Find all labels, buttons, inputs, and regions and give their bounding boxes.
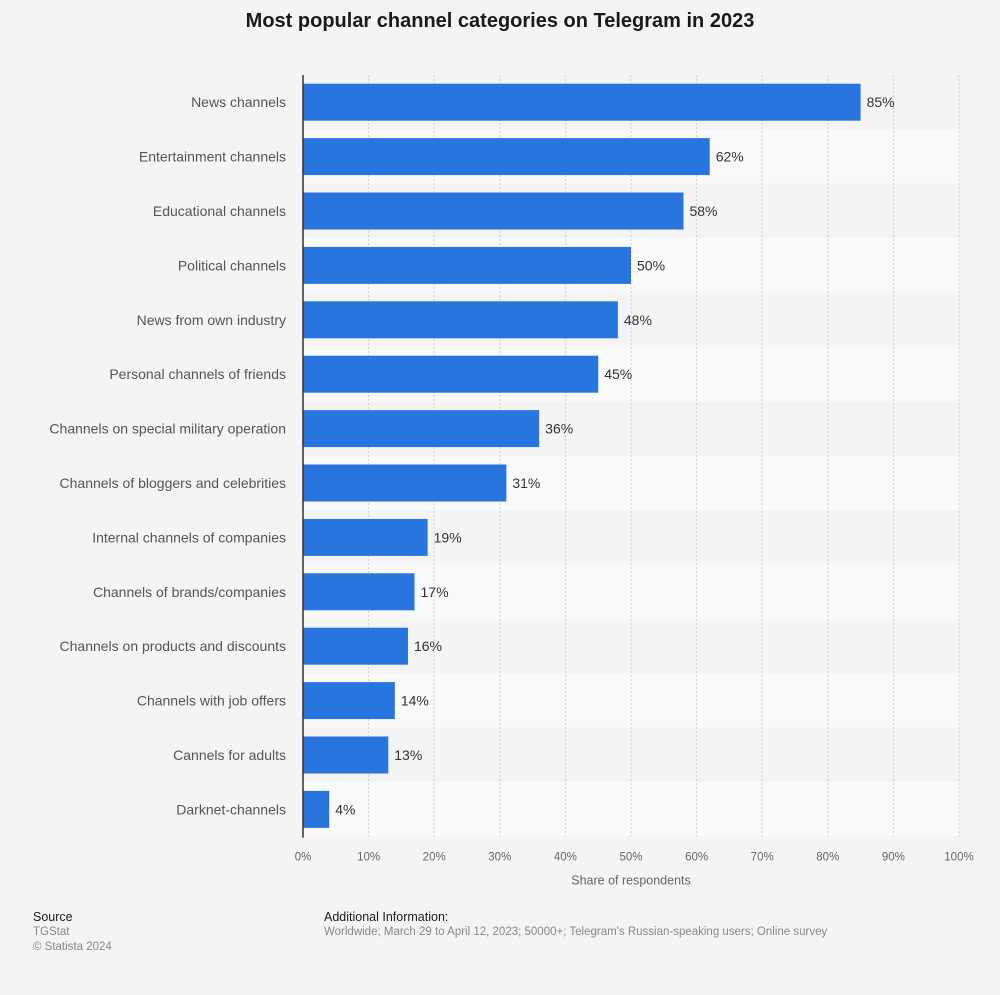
x-tick-label: 10% bbox=[357, 852, 380, 864]
category-label: Political channels bbox=[178, 257, 286, 273]
category-label: Channels with job offers bbox=[137, 693, 286, 709]
bar[interactable] bbox=[303, 736, 389, 774]
data-label: 13% bbox=[394, 747, 422, 763]
data-label: 36% bbox=[545, 421, 573, 437]
bar[interactable] bbox=[303, 83, 861, 121]
source-heading: Source bbox=[33, 910, 73, 924]
additional-info-text: Worldwide; March 29 to April 12, 2023; 5… bbox=[324, 926, 828, 938]
bar[interactable] bbox=[303, 138, 710, 176]
bar[interactable] bbox=[303, 790, 330, 828]
data-label: 85% bbox=[867, 94, 895, 110]
category-label: Darknet-channels bbox=[176, 801, 286, 817]
data-label: 62% bbox=[716, 149, 744, 165]
category-label: News channels bbox=[191, 94, 286, 110]
category-label: Channels of brands/companies bbox=[93, 584, 286, 600]
category-label: Cannels for adults bbox=[173, 747, 286, 763]
category-label: Internal channels of companies bbox=[92, 529, 286, 545]
data-label: 17% bbox=[421, 584, 449, 600]
x-tick-label: 40% bbox=[554, 852, 577, 864]
source-section: Source TGStat © Statista 2024 bbox=[33, 910, 112, 955]
chart-title: Most popular channel categories on Teleg… bbox=[245, 10, 755, 32]
data-label: 58% bbox=[689, 203, 717, 219]
category-label: Channels on special military operation bbox=[49, 421, 286, 437]
x-tick-label: 20% bbox=[423, 852, 446, 864]
category-label: News from own industry bbox=[137, 312, 286, 328]
category-label: Educational channels bbox=[153, 203, 286, 219]
bar[interactable] bbox=[303, 573, 415, 611]
bar[interactable] bbox=[303, 518, 428, 556]
data-label: 4% bbox=[335, 801, 355, 817]
category-label: Channels on products and discounts bbox=[60, 638, 286, 654]
bar[interactable] bbox=[303, 627, 408, 665]
bar[interactable] bbox=[303, 355, 599, 393]
x-tick-label: 70% bbox=[751, 852, 774, 864]
data-label: 50% bbox=[637, 257, 665, 273]
x-tick-label: 50% bbox=[619, 852, 642, 864]
x-tick-label: 30% bbox=[488, 852, 511, 864]
bar[interactable] bbox=[303, 192, 684, 230]
x-tick-label: 80% bbox=[816, 852, 839, 864]
data-label: 19% bbox=[434, 529, 462, 545]
x-axis-title: Share of respondents bbox=[571, 874, 691, 888]
additional-info-heading: Additional Information: bbox=[324, 910, 449, 924]
x-tick-label: 0% bbox=[295, 852, 312, 864]
source-name: TGStat bbox=[33, 926, 70, 938]
data-label: 16% bbox=[414, 638, 442, 654]
category-label: Entertainment channels bbox=[139, 149, 286, 165]
copyright-text: © Statista 2024 bbox=[33, 941, 112, 953]
data-label: 31% bbox=[512, 475, 540, 491]
bar[interactable] bbox=[303, 464, 507, 502]
bar[interactable] bbox=[303, 301, 618, 339]
category-label: Personal channels of friends bbox=[109, 366, 286, 382]
x-tick-label: 60% bbox=[685, 852, 708, 864]
bar[interactable] bbox=[303, 246, 631, 284]
data-label: 48% bbox=[624, 312, 652, 328]
x-tick-label: 90% bbox=[882, 852, 905, 864]
x-tick-label: 100% bbox=[944, 852, 973, 864]
bar[interactable] bbox=[303, 410, 540, 448]
data-label: 14% bbox=[401, 693, 429, 709]
data-label: 45% bbox=[604, 366, 632, 382]
additional-info-section: Additional Information: Worldwide; March… bbox=[324, 910, 827, 940]
bar[interactable] bbox=[303, 682, 395, 720]
category-label: Channels of bloggers and celebrities bbox=[60, 475, 286, 491]
bar-chart: News channels 85% Entertainment channels 62… bbox=[49, 75, 974, 888]
